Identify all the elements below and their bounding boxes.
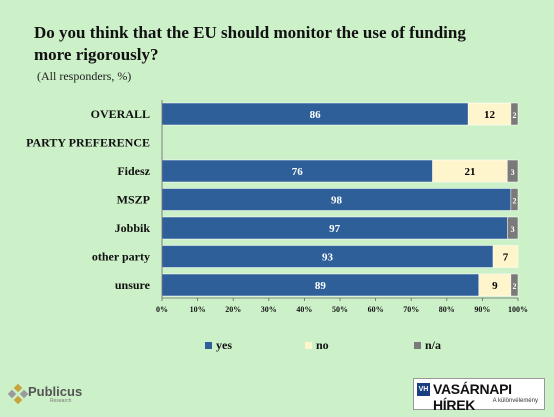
publicus-subtitle: Research	[50, 397, 72, 404]
legend-swatch-yes	[205, 342, 212, 349]
bar-n-a-mszp	[510, 188, 519, 211]
bar-n-a-overall	[510, 102, 519, 126]
data-label-no-other-party: 7	[503, 252, 509, 264]
x-tick-label-7: 70%	[403, 305, 419, 314]
x-tick-label-8: 80%	[439, 305, 455, 314]
x-tick-label-9: 90%	[474, 305, 490, 314]
x-tick-label-10: 100%	[508, 305, 528, 314]
x-tick-label-1: 10%	[190, 305, 206, 314]
category-label-fidesz: Fidesz	[117, 164, 150, 178]
legend-label-no: no	[316, 338, 329, 352]
category-label-overall: OVERALL	[91, 107, 150, 121]
x-tick-label-4: 40%	[296, 305, 312, 314]
x-tick-label-5: 50%	[332, 305, 348, 314]
publicus-diamond-icon	[8, 384, 28, 404]
data-label-yes-overall: 86	[310, 109, 322, 121]
data-label-no-overall: 12	[484, 109, 496, 121]
data-label-n-a-fidesz: 3	[511, 168, 515, 177]
data-label-no-fidesz: 21	[464, 166, 475, 178]
x-tick-label-0: 0%	[156, 305, 168, 314]
data-label-n-a-jobbik: 3	[511, 225, 515, 234]
newspaper-subtitle: A különvélemény	[492, 398, 538, 404]
category-label-jobbik: Jobbik	[115, 221, 151, 235]
data-label-no-unsure: 9	[492, 280, 498, 292]
category-label-other-party: other party	[92, 250, 150, 264]
data-label-n-a-overall: 2	[512, 111, 516, 120]
title-line-1: Do you think that the EU should monitor …	[34, 23, 466, 42]
publicus-logo: Publicus Research	[8, 384, 82, 404]
legend-label-n-a: n/a	[425, 338, 441, 352]
x-tick-label-3: 30%	[261, 305, 277, 314]
chart-title: Do you think that the EU should monitor …	[34, 22, 534, 66]
bar-n-a-unsure	[510, 273, 519, 297]
title-line-2: more rigorously?	[34, 45, 159, 64]
x-tick-label-2: 20%	[225, 305, 241, 314]
category-label-party-preference: PARTY PREFERENCE	[26, 136, 150, 150]
vasarnapi-hirek-logo: VH VASÁRNAPI HÍREK A különvélemény	[413, 378, 545, 413]
category-label-unsure: unsure	[115, 278, 151, 292]
legend-swatch-no	[305, 342, 312, 349]
chart-subtitle: (All responders, %)	[37, 69, 132, 83]
data-label-yes-unsure: 89	[315, 280, 327, 292]
newspaper-icon: VH	[417, 383, 430, 396]
data-label-n-a-unsure: 2	[512, 282, 516, 291]
data-label-yes-mszp: 98	[331, 195, 343, 207]
bar-no-other-party	[492, 245, 519, 268]
data-label-yes-jobbik: 97	[329, 223, 341, 235]
data-label-n-a-mszp: 2	[512, 197, 516, 206]
legend-swatch-n-a	[414, 342, 421, 349]
publicus-name: Publicus	[28, 383, 83, 399]
legend-label-yes: yes	[216, 338, 232, 352]
bar-n-a-fidesz	[507, 159, 519, 183]
data-label-yes-fidesz: 76	[292, 166, 304, 178]
x-tick-label-6: 60%	[368, 305, 384, 314]
data-label-yes-other-party: 93	[322, 252, 334, 264]
category-label-mszp: MSZP	[117, 193, 150, 207]
bar-n-a-jobbik	[507, 216, 519, 240]
newspaper-title: VASÁRNAPI HÍREK	[433, 381, 512, 413]
